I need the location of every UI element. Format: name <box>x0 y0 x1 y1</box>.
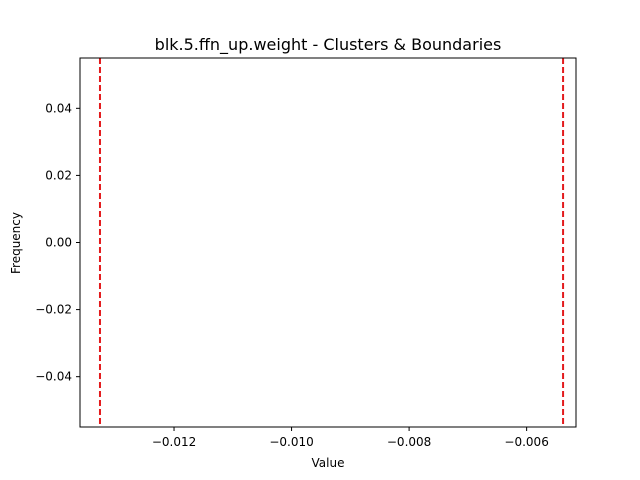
x-tick-label: −0.010 <box>269 435 313 449</box>
y-axis-label: Frequency <box>9 212 23 274</box>
y-axis-ticks: 0.04 0.02 0.00 −0.02 −0.04 <box>35 101 80 384</box>
chart-title: blk.5.ffn_up.weight - Clusters & Boundar… <box>155 35 502 55</box>
plot-frame <box>79 57 577 428</box>
x-tick-label: −0.012 <box>152 435 196 449</box>
x-tick-label: −0.008 <box>387 435 431 449</box>
y-tick-label: 0.00 <box>45 236 72 250</box>
x-axis-ticks: −0.012 −0.010 −0.008 −0.006 <box>152 427 549 449</box>
y-tick-label: 0.02 <box>45 168 72 182</box>
y-tick-label: −0.04 <box>35 370 72 384</box>
y-tick-label: 0.04 <box>45 101 72 115</box>
boundary-lines <box>98 58 565 427</box>
x-axis-label: Value <box>312 456 345 470</box>
y-tick-label: −0.02 <box>35 303 72 317</box>
x-tick-label: −0.006 <box>504 435 548 449</box>
